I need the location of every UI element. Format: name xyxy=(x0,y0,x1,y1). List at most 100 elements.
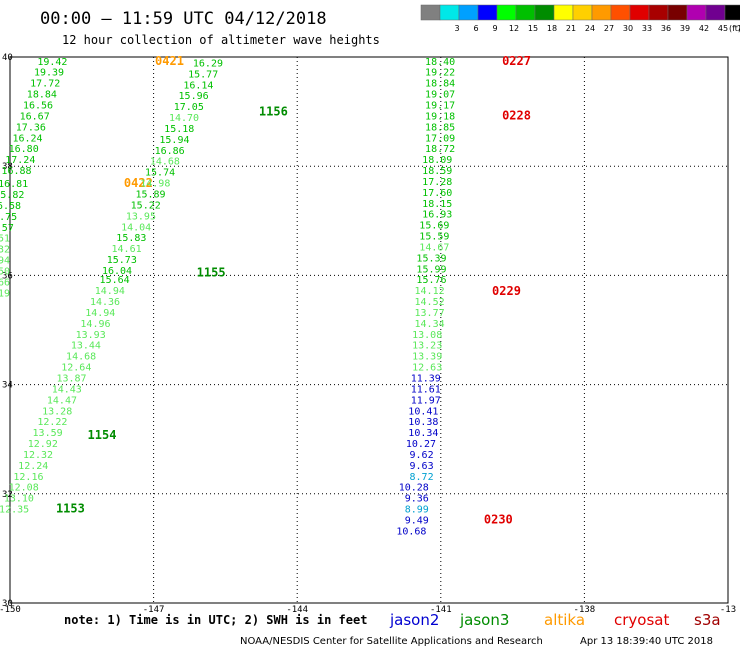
legend-swatch xyxy=(724,4,740,21)
legend-label: 21 xyxy=(566,24,576,33)
satellite-tracks: 19.4219.3917.7218.8416.5616.6717.3616.24… xyxy=(0,54,531,538)
pass-time-label: 0228 xyxy=(502,108,531,122)
pass-time-label: 0421 xyxy=(155,54,184,68)
x-tick-label: -138 xyxy=(574,605,596,615)
swh-label: 14.12 xyxy=(415,286,445,297)
color-legend: 36912151821242730333639424570(ft) xyxy=(420,4,740,33)
swh-label: 13.10 xyxy=(4,494,34,505)
swh-label: 8.72 xyxy=(410,472,434,483)
swh-label: 9.36 xyxy=(405,494,429,505)
swh-label: 14.04 xyxy=(121,222,151,233)
swh-label: 13.50 xyxy=(0,266,10,277)
swh-label: 14.34 xyxy=(415,319,445,330)
legend-label: 24 xyxy=(585,24,595,33)
swh-label: 15.89 xyxy=(135,190,165,201)
map-axes: -150 -147 -144 -141 -138 -13 40 38 36 34 32 30 xyxy=(0,53,736,615)
legend-swatch xyxy=(515,4,536,21)
swh-label: 11.97 xyxy=(411,395,441,406)
swh-label: 15.99 xyxy=(416,264,446,275)
y-tick-label: 36 xyxy=(2,271,13,281)
swh-label: 19.18 xyxy=(425,111,455,122)
swh-label: 16.81 xyxy=(0,179,28,190)
footnote: note: 1) Time is in UTC; 2) SWH is in fe… xyxy=(64,613,367,627)
legend-swatch xyxy=(553,4,574,21)
swh-label: 18.15 xyxy=(422,199,452,210)
swh-label: 19.39 xyxy=(34,68,64,79)
swh-label: 14.52 xyxy=(415,297,445,308)
swh-label: 13.93 xyxy=(76,330,106,341)
swh-label: 15.74 xyxy=(145,168,175,179)
x-tick-label: -147 xyxy=(143,605,165,615)
swh-label: 12.16 xyxy=(13,472,43,483)
swh-label: 10.68 xyxy=(396,526,426,537)
legend-label: 45 xyxy=(718,24,728,33)
swh-label: 18.59 xyxy=(422,166,452,177)
satellite-name: s3a xyxy=(694,611,721,629)
pass-time-label: 0229 xyxy=(492,284,521,298)
swh-label: 17.60 xyxy=(422,188,452,199)
x-tick-label: -141 xyxy=(430,605,452,615)
swh-label: 14.96 xyxy=(80,319,110,330)
swh-label: 10.27 xyxy=(406,439,436,450)
y-tick-label: 38 xyxy=(2,162,13,172)
swh-label: 14.94 xyxy=(95,286,125,297)
swh-label: 16.14 xyxy=(183,80,213,91)
swh-label: 13.32 xyxy=(0,245,10,256)
swh-label: 14.70 xyxy=(169,113,199,124)
y-tick-label: 32 xyxy=(2,490,13,500)
swh-label: 18.09 xyxy=(422,155,452,166)
legend-swatch xyxy=(591,4,612,21)
swh-label: 13.95 xyxy=(126,211,156,222)
swh-label: 17.28 xyxy=(422,177,452,188)
swh-label: 9.63 xyxy=(410,461,434,472)
swh-label: 14.47 xyxy=(47,395,77,406)
swh-label: 14.67 xyxy=(419,242,449,253)
legend-label: 27 xyxy=(604,24,614,33)
swh-label: 16.29 xyxy=(193,58,223,69)
swh-label: 16.93 xyxy=(422,210,452,221)
swh-label: 15.18 xyxy=(164,124,194,135)
legend-swatch xyxy=(458,4,479,21)
swh-label: 9.49 xyxy=(405,515,429,526)
swh-label: 15.83 xyxy=(116,233,146,244)
legend-label: 3 xyxy=(454,24,459,33)
swh-label: 19.42 xyxy=(37,57,67,68)
swh-label: 13.19 xyxy=(0,288,10,299)
satellite-name: jason2 xyxy=(389,611,439,629)
swh-label: 12.24 xyxy=(18,461,48,472)
swh-label: 14.68 xyxy=(66,352,96,363)
swh-label: 16.80 xyxy=(9,144,39,155)
satellite-name: cryosat xyxy=(614,611,669,629)
swh-label: 16.56 xyxy=(23,101,53,112)
map-frame xyxy=(9,56,729,604)
credit-line: NOAA/NESDIS Center for Satellite Applica… xyxy=(240,636,543,647)
pass-time-label: 1154 xyxy=(88,428,117,442)
swh-label: 19.22 xyxy=(425,68,455,79)
legend-swatch xyxy=(439,4,460,21)
swh-label: 15.39 xyxy=(416,253,446,264)
pass-time-label: 0227 xyxy=(502,54,531,68)
legend-swatch xyxy=(496,4,517,21)
legend-label: 42 xyxy=(699,24,709,33)
swh-label: 10.34 xyxy=(408,428,438,439)
swh-label: 15.57 xyxy=(0,223,14,234)
legend-swatch xyxy=(686,4,707,21)
swh-label: 11.39 xyxy=(411,374,441,385)
legend-swatch xyxy=(477,4,498,21)
swh-label: 12.94 xyxy=(0,256,10,267)
pass-time-label: 1155 xyxy=(197,266,226,280)
swh-label: 15.76 xyxy=(416,275,446,286)
swh-label: 19.17 xyxy=(425,101,455,112)
swh-label: 15.75 xyxy=(0,212,17,223)
swh-label: 13.44 xyxy=(71,341,101,352)
swh-label: 12.63 xyxy=(412,363,442,374)
legend-label: 39 xyxy=(680,24,690,33)
swh-label: 17.09 xyxy=(425,133,455,144)
x-tick-label: -144 xyxy=(286,605,308,615)
legend-label: 33 xyxy=(642,24,652,33)
swh-label: 9.62 xyxy=(410,450,434,461)
swh-label: 15.64 xyxy=(100,275,130,286)
legend-swatch xyxy=(610,4,631,21)
swh-label: 15.94 xyxy=(159,135,189,146)
